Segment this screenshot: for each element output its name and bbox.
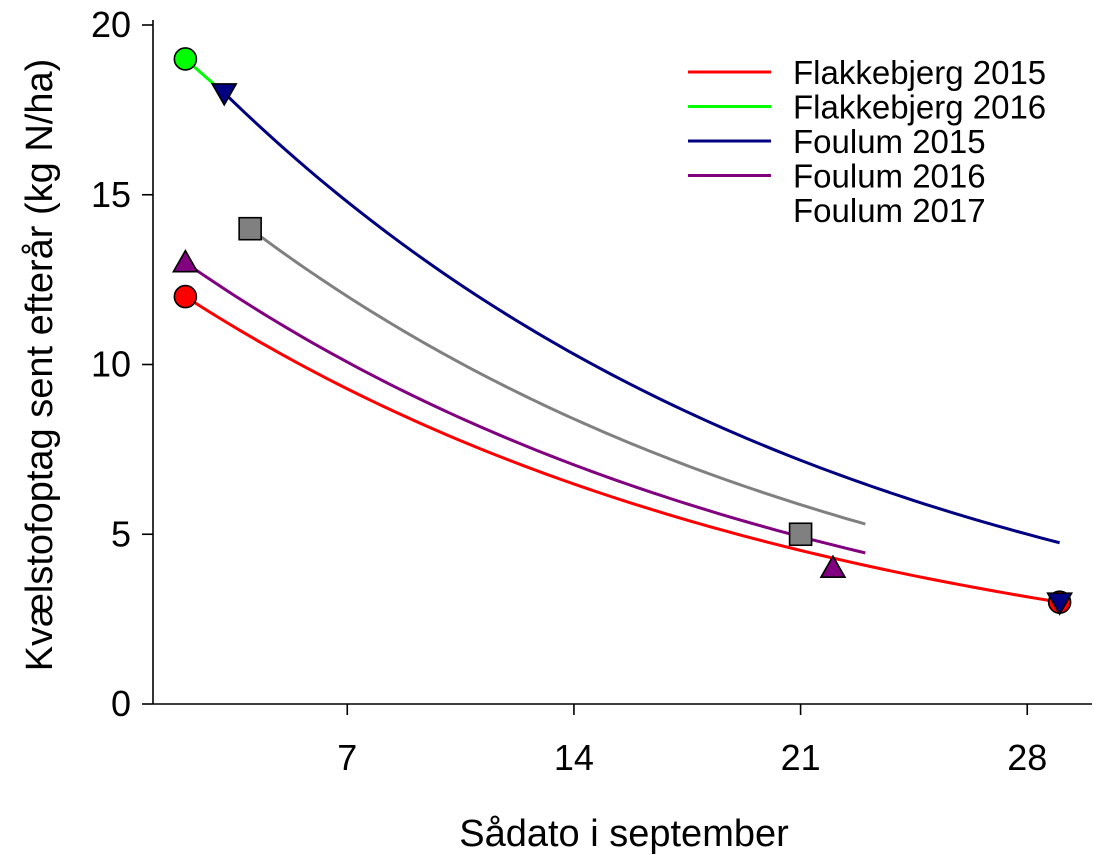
markers-layer xyxy=(172,47,1073,616)
legend-label-4: Foulum 2017 xyxy=(793,192,986,229)
curve-series-4 xyxy=(249,227,866,526)
point-series-0-0 xyxy=(173,284,198,309)
y-axis-title: Kvælstofoptag sent efterår (kg N/ha) xyxy=(19,59,61,672)
point-series-2-1 xyxy=(1046,592,1073,616)
point-series-1-0 xyxy=(173,47,198,71)
curve-series-0 xyxy=(184,295,1060,604)
y-tick-label-3: 15 xyxy=(91,174,131,215)
point-series-4-1 xyxy=(788,522,813,547)
axes-layer: 7 14 21 28 0 5 10 15 20 xyxy=(91,4,1092,778)
curves-layer xyxy=(184,57,1060,604)
point-series-3-1 xyxy=(819,554,847,579)
curve-series-3 xyxy=(184,261,866,555)
y-tick-label-1: 5 xyxy=(111,513,131,554)
x-tick-label-2: 21 xyxy=(781,737,821,778)
x-tick-label-0: 7 xyxy=(337,737,357,778)
y-tick-label-2: 10 xyxy=(91,344,131,385)
legend-label-2: Foulum 2015 xyxy=(793,123,986,160)
x-tick-label-1: 14 xyxy=(554,737,594,778)
y-tick-label-0: 0 xyxy=(111,683,131,724)
point-series-3-0 xyxy=(172,249,199,273)
point-series-4-0 xyxy=(238,216,262,241)
x-tick-label-3: 28 xyxy=(1007,737,1047,778)
x-axis-title: Sådato i september xyxy=(459,813,789,855)
legend-label-3: Foulum 2016 xyxy=(793,158,986,195)
legend-label-1: Flakkebjerg 2016 xyxy=(793,89,1046,126)
curve-series-2 xyxy=(223,91,1060,545)
y-tick-label-4: 20 xyxy=(91,4,131,45)
point-series-2-0 xyxy=(210,83,238,107)
legend-label-0: Flakkebjerg 2015 xyxy=(793,54,1046,91)
